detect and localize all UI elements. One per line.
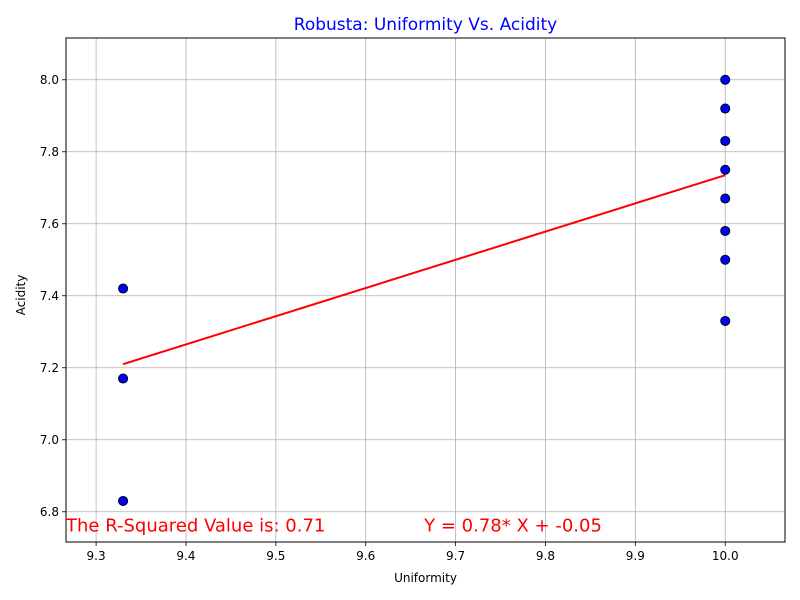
regression-line-group bbox=[122, 174, 726, 366]
data-point bbox=[720, 193, 731, 204]
data-points bbox=[118, 74, 731, 506]
data-point bbox=[118, 283, 129, 294]
data-point bbox=[720, 103, 731, 114]
x-axis-label: Uniformity bbox=[394, 571, 457, 585]
annotation-eq: Y = 0.78* X + -0.05 bbox=[423, 516, 602, 537]
x-tick-label: 9.4 bbox=[176, 549, 195, 563]
chart-title: Robusta: Uniformity Vs. Acidity bbox=[294, 15, 557, 35]
y-tick-label: 7.8 bbox=[40, 145, 59, 159]
y-axis-ticks: 6.8 7.0 7.2 7.4 7.6 7.8 8.0 bbox=[40, 73, 66, 519]
y-tick-label: 8.0 bbox=[40, 73, 59, 87]
y-tick-label: 7.0 bbox=[40, 433, 59, 447]
y-axis-label: Acidity bbox=[14, 275, 28, 316]
x-tick-label: 9.5 bbox=[266, 549, 285, 563]
y-tick-label: 7.4 bbox=[40, 289, 59, 303]
x-tick-label: 9.8 bbox=[536, 549, 555, 563]
grid-lines bbox=[66, 38, 785, 542]
x-tick-label: 9.9 bbox=[626, 549, 645, 563]
y-tick-label: 7.2 bbox=[40, 361, 59, 375]
data-point bbox=[720, 135, 731, 146]
plot-frame bbox=[65, 37, 786, 543]
x-tick-label: 9.3 bbox=[87, 549, 106, 563]
data-point bbox=[118, 495, 129, 506]
y-tick-label: 7.6 bbox=[40, 217, 59, 231]
x-tick-label: 10.0 bbox=[712, 549, 739, 563]
y-tick-label: 6.8 bbox=[40, 505, 59, 519]
annotations: The R-Squared Value is: 0.71 Y = 0.78* X … bbox=[65, 516, 602, 537]
x-tick-label: 9.6 bbox=[356, 549, 375, 563]
x-axis-ticks: 9.3 9.4 9.5 9.6 9.7 9.8 9.9 10.0 bbox=[87, 542, 739, 563]
annotation-r2: The R-Squared Value is: 0.71 bbox=[65, 516, 325, 537]
data-point bbox=[720, 254, 731, 265]
data-point bbox=[720, 315, 731, 326]
data-point bbox=[720, 74, 731, 85]
data-point bbox=[118, 373, 129, 384]
data-point bbox=[720, 225, 731, 236]
data-point bbox=[720, 164, 731, 175]
regression-line bbox=[122, 174, 726, 366]
x-tick-label: 9.7 bbox=[446, 549, 465, 563]
